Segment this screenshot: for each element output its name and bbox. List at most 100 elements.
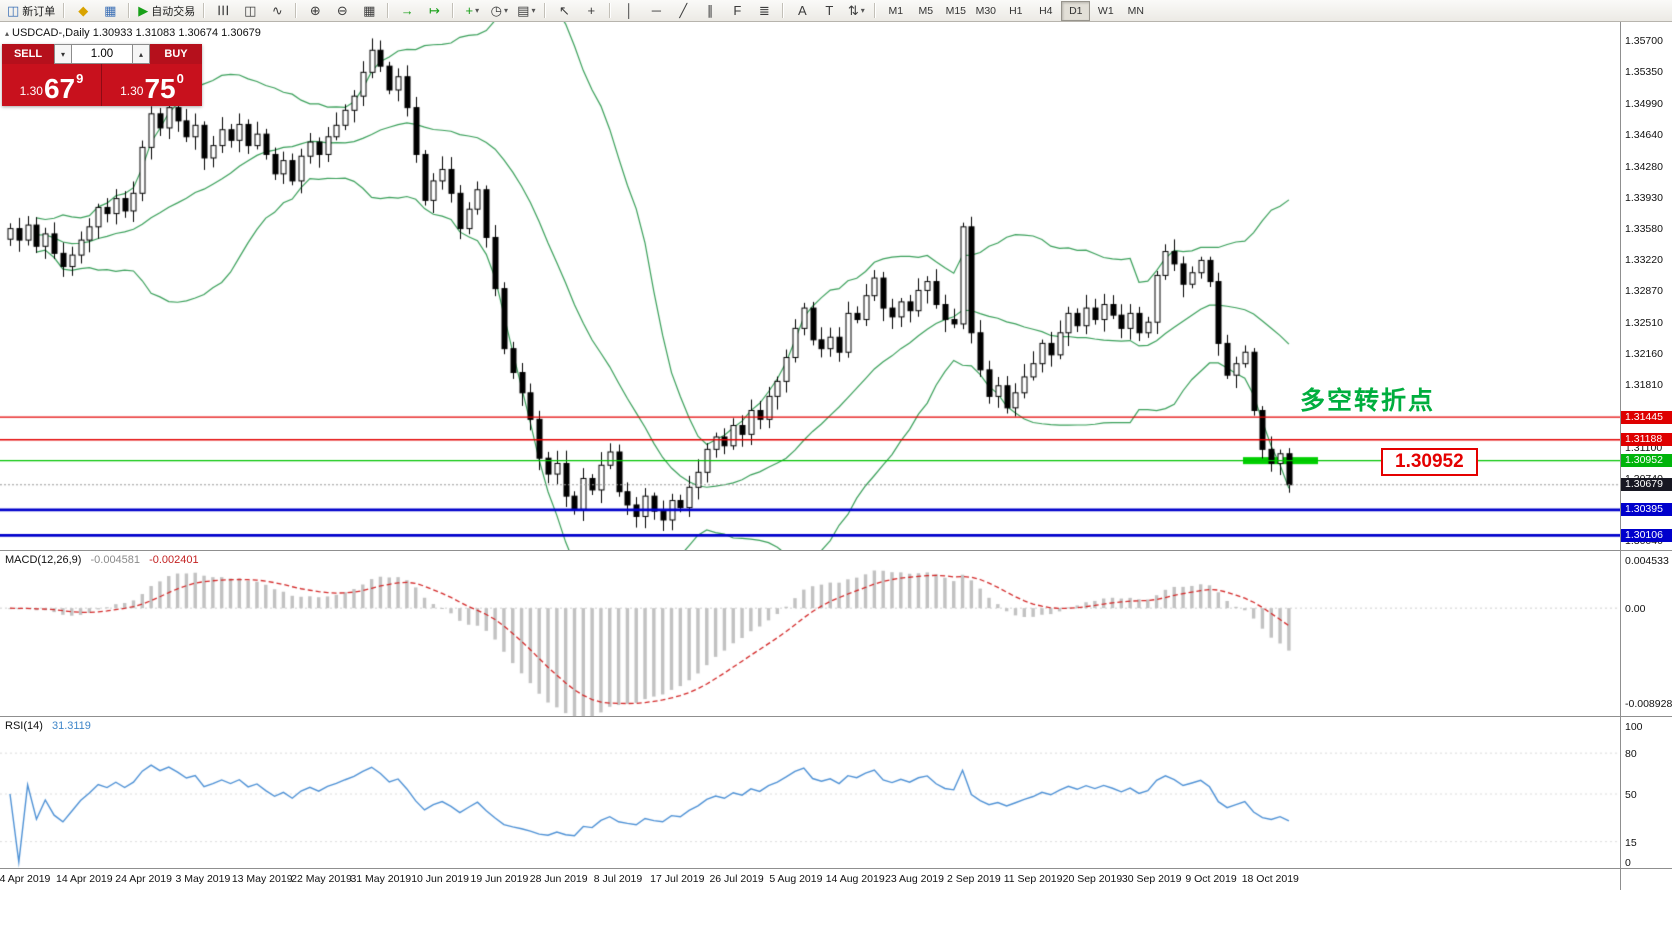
macd-axis-label: 0.004533 (1625, 555, 1669, 567)
zoom-in-icon[interactable]: ⊕ (302, 1, 328, 21)
sell-price-panel[interactable]: 1.30 67 9 (2, 64, 102, 106)
rsi-value: 31.3119 (51, 720, 91, 732)
metaeditor-icon-glyph: ◆ (78, 3, 89, 18)
price-tag: 1.30106 (1621, 528, 1672, 542)
volume-down-spinner[interactable]: ▾ (54, 44, 72, 64)
templates-icon[interactable]: ▤ ▾ (513, 1, 539, 21)
timeframe-h1[interactable]: H1 (1009, 4, 1023, 17)
price-axis[interactable]: 1.35700 1.35350 1.34990 1.34640 1.34280 1.339… (1620, 22, 1672, 890)
cycle-lines-icon-glyph: ≣ (758, 3, 770, 18)
line-chart-icon[interactable]: ∿ (264, 1, 290, 21)
arrow-tools-icon[interactable]: ⇅ ▾ (843, 1, 869, 21)
text-icon[interactable]: A (789, 1, 815, 21)
toolbar-separator (387, 3, 390, 18)
horizontal-line-icon[interactable]: ─ (643, 1, 669, 21)
date-label: 5 Aug 2019 (769, 873, 823, 885)
volume-input[interactable] (72, 44, 132, 64)
toolbar-separator (609, 3, 612, 18)
toolbar-separator (63, 3, 66, 18)
volume-up-spinner[interactable]: ▴ (132, 44, 150, 64)
indicators-icon[interactable]: + ▾ (459, 1, 485, 21)
new-order-button[interactable]: ◫ 新订单 (4, 1, 58, 21)
metaeditor-icon[interactable]: ◆ (70, 1, 96, 21)
timeframe-w1[interactable]: W1 (1097, 4, 1114, 17)
line-chart-icon-glyph: ∿ (271, 3, 283, 18)
bar-chart-icon-glyph: ☰ (215, 4, 231, 17)
autotrading-button-label: 自动交易 (151, 5, 196, 18)
date-label: 23 Aug 2019 (885, 873, 944, 885)
cursor-icon[interactable]: ↖ (551, 1, 577, 21)
timeframe-m5[interactable]: M5 (918, 4, 934, 17)
vertical-line-icon[interactable]: │ (616, 1, 642, 21)
price-axis-label: 1.31810 (1625, 378, 1663, 391)
new-order-button-glyph: ◫ (7, 3, 20, 18)
sell-price-pip: 9 (76, 71, 84, 86)
arrow-tools-icon-glyph: ⇅ (847, 3, 859, 18)
macd-panel-canvas[interactable] (0, 551, 1620, 716)
templates-icon-caret[interactable]: ▾ (531, 6, 536, 15)
rsi-axis-label: 80 (1625, 748, 1637, 761)
date-label: 31 May 2019 (350, 873, 412, 885)
trendline-icon[interactable]: ╱ (670, 1, 696, 21)
price-axis-label: 1.32870 (1625, 285, 1663, 298)
periods-icon[interactable]: ◷ ▾ (486, 1, 512, 21)
market-watch-icon[interactable]: ▦ (97, 1, 123, 21)
crosshair-icon-glyph: + (587, 3, 596, 18)
price-axis-label: 1.32160 (1625, 347, 1663, 360)
macd-label: MACD(12,26,9) (5, 554, 82, 566)
macd-axis-label: -0.008928 (1625, 698, 1672, 710)
tile-windows-icon[interactable]: ▦ (356, 1, 382, 21)
price-tag: 1.30679 (1621, 478, 1672, 492)
timeframe-m1[interactable]: M1 (888, 4, 904, 17)
price-tag: 1.31445 (1621, 410, 1672, 424)
time-axis[interactable]: 4 Apr 2019 14 Apr 2019 24 Apr 2019 3 May 20… (0, 869, 1620, 890)
toolbar: ◫ 新订单 ◆ ▦ ▶ 自动交易 ☰ ◫ ∿ ⊕ ⊖ ▦ → ↦ + ▾ ◷ ▾ ▤ ▾ ↖ + │ ─ ╱ ∥ F ≣ A T ⇅ ▾ M1 M… (0, 0, 1672, 22)
timeframe-mn[interactable]: MN (1127, 4, 1144, 17)
channel-icon[interactable]: ∥ (697, 1, 723, 21)
crosshair-icon[interactable]: + (578, 1, 604, 21)
auto-scroll-icon-glyph: → (400, 3, 414, 18)
cycle-lines-icon[interactable]: ≣ (751, 1, 777, 21)
panel-separator[interactable] (0, 868, 1672, 869)
sell-button[interactable]: SELL (2, 44, 54, 64)
rsi-label: RSI(14) (5, 720, 43, 732)
timeframe-m15[interactable]: M15 (945, 4, 967, 17)
timeframe-m30[interactable]: M30 (975, 4, 997, 17)
price-axis-label: 1.35700 (1625, 35, 1663, 48)
date-label: 10 Jun 2019 (411, 873, 469, 885)
indicators-icon-caret[interactable]: ▾ (475, 6, 480, 15)
buy-button[interactable]: BUY (150, 44, 202, 64)
timeframe-d1[interactable]: D1 (1061, 0, 1091, 21)
macd-header: MACD(12,26,9) -0.004581 -0.002401 (5, 554, 199, 566)
auto-scroll-icon[interactable]: → (394, 1, 420, 21)
date-label: 28 Jun 2019 (529, 873, 588, 885)
candlestick-chart-icon[interactable]: ◫ (237, 1, 263, 21)
fibonacci-icon[interactable]: F (724, 1, 750, 21)
date-label: 19 Jun 2019 (470, 873, 529, 885)
toolbar-separator (295, 3, 298, 18)
date-label: 3 May 2019 (175, 873, 231, 885)
date-label: 4 Apr 2019 (0, 873, 51, 885)
price-axis-label: 1.34640 (1625, 129, 1663, 142)
chart-shift-icon[interactable]: ↦ (421, 1, 447, 21)
periods-icon-caret[interactable]: ▾ (503, 6, 508, 15)
price-tag: 1.30395 (1621, 503, 1672, 517)
panel-separator[interactable] (0, 716, 1672, 717)
text-label-icon[interactable]: T (816, 1, 842, 21)
macd-signal-value: -0.002401 (149, 554, 199, 566)
rsi-panel-canvas[interactable] (0, 717, 1620, 868)
date-label: 22 May 2019 (291, 873, 352, 885)
toolbar-separator (203, 3, 206, 18)
zoom-out-icon[interactable]: ⊖ (329, 1, 355, 21)
trendline-icon-glyph: ╱ (679, 3, 688, 18)
date-label: 17 Jul 2019 (650, 873, 705, 885)
panel-separator[interactable] (0, 550, 1672, 551)
date-label: 30 Sep 2019 (1121, 873, 1182, 885)
autotrading-button[interactable]: ▶ 自动交易 (135, 1, 198, 21)
timeframe-h4[interactable]: H4 (1039, 4, 1053, 17)
arrow-tools-icon-caret[interactable]: ▾ (860, 6, 865, 15)
price-chart-canvas[interactable] (0, 22, 1620, 550)
turning-point-annotation: 多空转折点 (1300, 387, 1436, 415)
buy-price-panel[interactable]: 1.30 75 0 (102, 64, 202, 106)
bar-chart-icon[interactable]: ☰ (210, 1, 236, 21)
